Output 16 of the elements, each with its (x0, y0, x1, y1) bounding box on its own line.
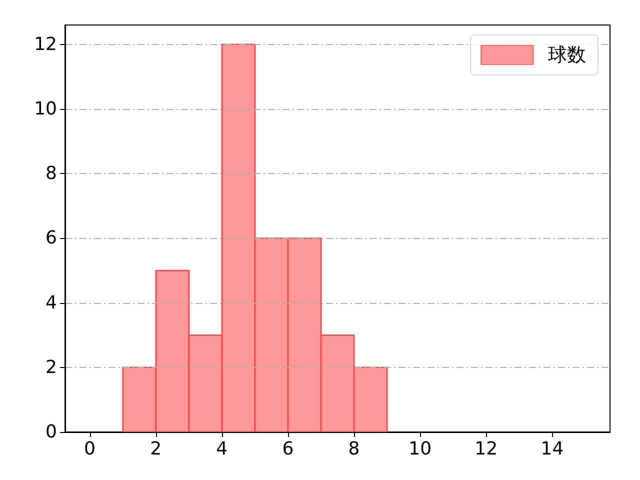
x-tick-label: 10 (408, 438, 432, 460)
x-tick-label: 6 (282, 438, 294, 460)
y-tick-label: 6 (46, 228, 57, 249)
y-tick-label: 10 (34, 98, 57, 120)
x-tick-label: 14 (540, 438, 564, 460)
y-tick-label: 4 (46, 292, 57, 314)
x-tick-label: 8 (348, 438, 360, 460)
y-tick-label: 0 (46, 422, 57, 442)
x-tick-label: 2 (150, 438, 162, 460)
x-tick-label: 4 (216, 438, 228, 460)
y-tick-label: 12 (34, 34, 57, 55)
y-tick-label: 8 (46, 163, 57, 184)
x-tick-label: 0 (84, 438, 96, 460)
y-tick-label: 2 (46, 356, 57, 378)
legend-label: 球数 (548, 44, 586, 66)
x-tick-label: 12 (474, 438, 498, 460)
